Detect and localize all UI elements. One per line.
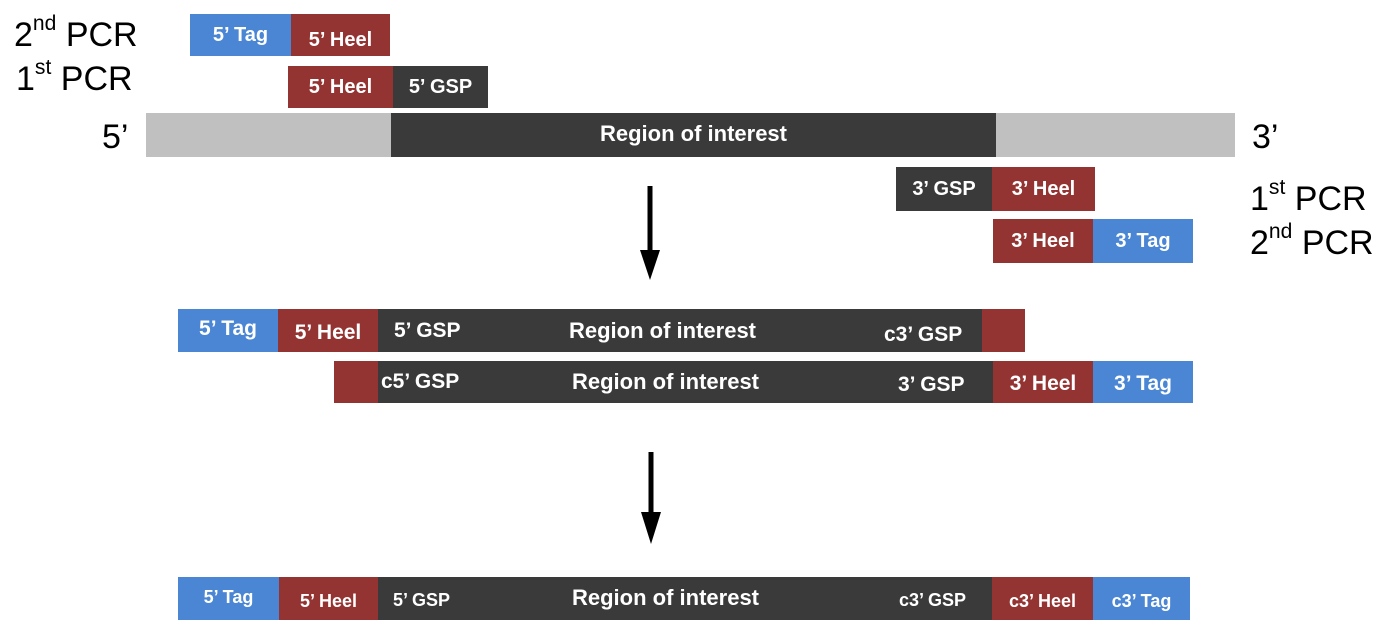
block-label: c3’ Heel <box>1008 590 1077 611</box>
first-pcr-label-right: 1st PCR <box>1250 177 1367 218</box>
rev-2nd-heel-block: 3’ Heel <box>993 219 1093 263</box>
block-label: 5’ Heel <box>299 590 358 611</box>
second-pcr-label-right: 2nd PCR <box>1250 221 1374 262</box>
final-cgsp-label: c3’ GSP <box>899 590 967 610</box>
mid-bottom-region-label: Region of interest <box>572 369 760 394</box>
mid-top-dark-segment <box>378 309 982 352</box>
mid-top-region-label: Region of interest <box>569 318 757 343</box>
label-text: PCR <box>51 60 133 98</box>
label-number: 2 <box>14 16 33 54</box>
mid-top-heel-stub <box>982 309 1025 352</box>
mid-bottom-heel-stub <box>334 361 378 403</box>
template-left-flank <box>146 113 392 157</box>
five-prime-end-label: 5’ <box>102 118 129 156</box>
label-number: 1 <box>1250 180 1269 218</box>
block-label: 5’ Heel <box>308 75 373 98</box>
three-prime-end-label: 3’ <box>1252 118 1279 156</box>
final-heel-block: 5’ Heel <box>279 577 378 620</box>
block-label: 5’ Heel <box>308 28 373 51</box>
fwd-2nd-tag-block: 5’ Tag <box>190 14 291 56</box>
block-label: 3’ Tag <box>1114 372 1172 395</box>
block-label: 5’ Tag <box>203 586 254 607</box>
block-label: 3’ GSP <box>912 177 976 200</box>
final-gsp-label: 5’ GSP <box>393 590 451 610</box>
block-label: 3’ Heel <box>1011 229 1075 252</box>
block-label: 5’ Tag <box>199 316 257 340</box>
mid-top-tag-block: 5’ Tag <box>178 309 278 352</box>
final-ctag-block: c3’ Tag <box>1093 577 1190 620</box>
mid-bottom-cgsp-label: c5’ GSP <box>381 370 460 393</box>
mid-top-cgsp-label: c3’ GSP <box>884 323 963 346</box>
label-text: PCR <box>56 16 138 54</box>
second-pcr-label-left: 2nd PCR <box>14 13 138 54</box>
mid-top-heel-block: 5’ Heel <box>278 309 378 352</box>
mid-bottom-heel-block: 3’ Heel <box>993 361 1093 403</box>
mid-top-gsp-label: 5’ GSP <box>394 319 461 342</box>
label-ordinal-suffix: st <box>1268 176 1286 200</box>
rev-1st-gsp-block: 3’ GSP <box>896 167 992 211</box>
label-number: 1 <box>16 60 35 98</box>
rev-2nd-tag-block: 3’ Tag <box>1093 219 1193 263</box>
block-label: 3’ Heel <box>1011 177 1076 200</box>
template-right-flank <box>996 113 1235 157</box>
mid-bottom-dark-segment <box>378 361 993 403</box>
block-label: 5’ Heel <box>294 320 362 344</box>
final-region-label: Region of interest <box>572 585 760 610</box>
final-dark-segment <box>378 577 992 620</box>
block-label: 3’ Heel <box>1009 372 1077 395</box>
template-region-of-interest: Region of interest <box>391 113 996 157</box>
final-tag-block: 5’ Tag <box>178 577 279 620</box>
label-ordinal-suffix: nd <box>1268 220 1293 244</box>
rev-1st-heel-block: 3’ Heel <box>992 167 1095 211</box>
fwd-2nd-heel-block: 5’ Heel <box>291 14 390 56</box>
block-label: 3’ Tag <box>1115 229 1171 252</box>
final-cheel-block: c3’ Heel <box>992 577 1093 620</box>
block-label: c3’ Tag <box>1111 590 1172 611</box>
label-text: PCR <box>1285 180 1367 218</box>
label-number: 2 <box>1250 224 1269 262</box>
down-arrow-icon <box>641 452 661 544</box>
fwd-1st-heel-block: 5’ Heel <box>288 66 393 108</box>
block-label: 5’ GSP <box>408 75 473 98</box>
mid-bottom-gsp-label: 3’ GSP <box>898 373 965 396</box>
block-label: Region of interest <box>599 121 787 146</box>
label-ordinal-suffix: nd <box>32 12 57 36</box>
block-label: 5’ Tag <box>212 23 269 46</box>
fwd-1st-gsp-block: 5’ GSP <box>393 66 488 108</box>
down-arrow-icon <box>640 186 660 280</box>
mid-bottom-tag-block: 3’ Tag <box>1093 361 1193 403</box>
label-ordinal-suffix: st <box>34 56 52 80</box>
first-pcr-label-left: 1st PCR <box>16 57 133 98</box>
label-text: PCR <box>1292 224 1374 262</box>
